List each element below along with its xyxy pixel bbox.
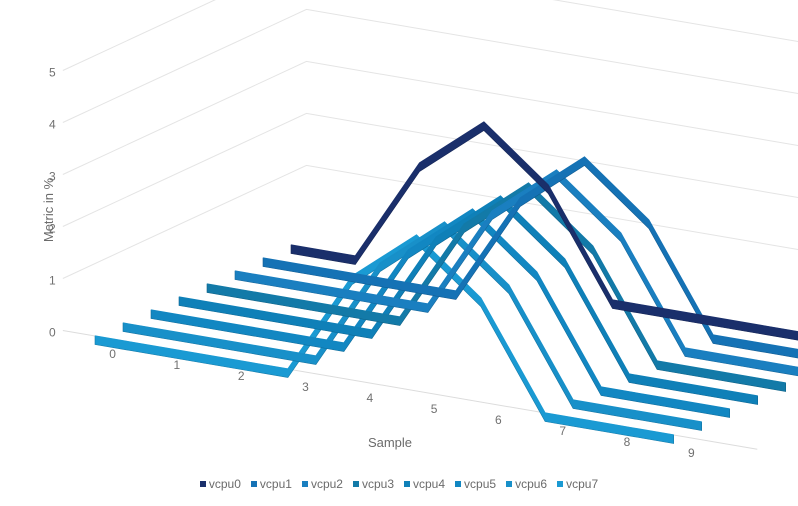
x-tick-label: 6 bbox=[495, 413, 502, 427]
y-tick-label: 0 bbox=[49, 326, 56, 340]
x-tick-label: 1 bbox=[174, 358, 181, 372]
y-tick-label: 2 bbox=[49, 222, 56, 236]
series-line-vcpu6 bbox=[122, 221, 702, 423]
y-tick-label: 1 bbox=[49, 274, 56, 288]
gridline bbox=[62, 0, 798, 71]
x-tick-label: 2 bbox=[238, 369, 245, 383]
y-axis-title: Metric in % bbox=[41, 177, 56, 242]
legend-label: vcpu4 bbox=[413, 477, 446, 491]
gridline bbox=[62, 112, 798, 227]
series-line-vcpu5 bbox=[150, 208, 730, 410]
gridline bbox=[62, 164, 798, 279]
series-ribbons bbox=[94, 121, 798, 444]
legend-swatch bbox=[404, 481, 410, 487]
gridline bbox=[62, 8, 798, 123]
legend-item-vcpu3: vcpu3 bbox=[352, 477, 394, 491]
legend-swatch bbox=[506, 481, 513, 487]
legend-item-vcpu1: vcpu1 bbox=[250, 477, 292, 491]
y-tick-label: 5 bbox=[49, 66, 56, 80]
series-line-vcpu4 bbox=[178, 195, 758, 397]
legend-label: vcpu1 bbox=[259, 477, 292, 491]
x-tick-label: 4 bbox=[366, 391, 373, 405]
legend-swatch bbox=[250, 481, 257, 487]
series-line-vcpu7 bbox=[94, 234, 674, 436]
x-axis-title: Sample bbox=[368, 435, 412, 450]
legend-item-vcpu7: vcpu7 bbox=[557, 477, 598, 491]
legend-swatch bbox=[301, 481, 308, 487]
legend: vcpu0 vcpu1 vcpu2 vcpu3 vcpu4 vcpu5 vcpu6 vcpu7 bbox=[0, 477, 798, 491]
x-tick-label: 8 bbox=[624, 435, 631, 449]
legend-item-vcpu5: vcpu5 bbox=[455, 477, 496, 491]
x-tick-label: 5 bbox=[431, 402, 438, 416]
legend-label: vcpu3 bbox=[361, 477, 394, 491]
gridline bbox=[62, 60, 798, 175]
y-tick-label: 3 bbox=[49, 170, 56, 184]
legend-label: vcpu0 bbox=[208, 477, 241, 491]
legend-label: vcpu7 bbox=[566, 477, 599, 491]
gridlines bbox=[62, 0, 798, 450]
legend-label: vcpu5 bbox=[464, 477, 497, 491]
x-tick-label: 3 bbox=[302, 380, 309, 394]
x-tick-label: 9 bbox=[688, 446, 695, 460]
series-line-vcpu0 bbox=[290, 121, 798, 333]
y-tick-labels: 0 1 2 3 4 5 bbox=[49, 66, 56, 340]
series-line-vcpu2 bbox=[234, 169, 798, 368]
legend-swatch bbox=[455, 481, 462, 487]
y-tick-label: 4 bbox=[49, 118, 56, 132]
legend-label: vcpu2 bbox=[310, 477, 343, 491]
legend-swatch bbox=[352, 481, 359, 487]
legend-item-vcpu2: vcpu2 bbox=[301, 477, 343, 491]
x-tick-label: 7 bbox=[559, 424, 566, 438]
legend-label: vcpu6 bbox=[515, 477, 548, 491]
series-line-vcpu1 bbox=[262, 156, 798, 351]
x-tick-label: 0 bbox=[109, 347, 116, 361]
legend-swatch bbox=[557, 481, 564, 487]
legend-item-vcpu6: vcpu6 bbox=[506, 477, 547, 491]
legend-item-vcpu0: vcpu0 bbox=[199, 477, 241, 491]
x-tick-labels: 0 1 2 3 4 5 6 7 8 9 bbox=[109, 347, 695, 460]
series-line-vcpu3 bbox=[206, 182, 786, 384]
legend-item-vcpu4: vcpu4 bbox=[404, 477, 445, 491]
legend-swatch bbox=[199, 481, 206, 487]
